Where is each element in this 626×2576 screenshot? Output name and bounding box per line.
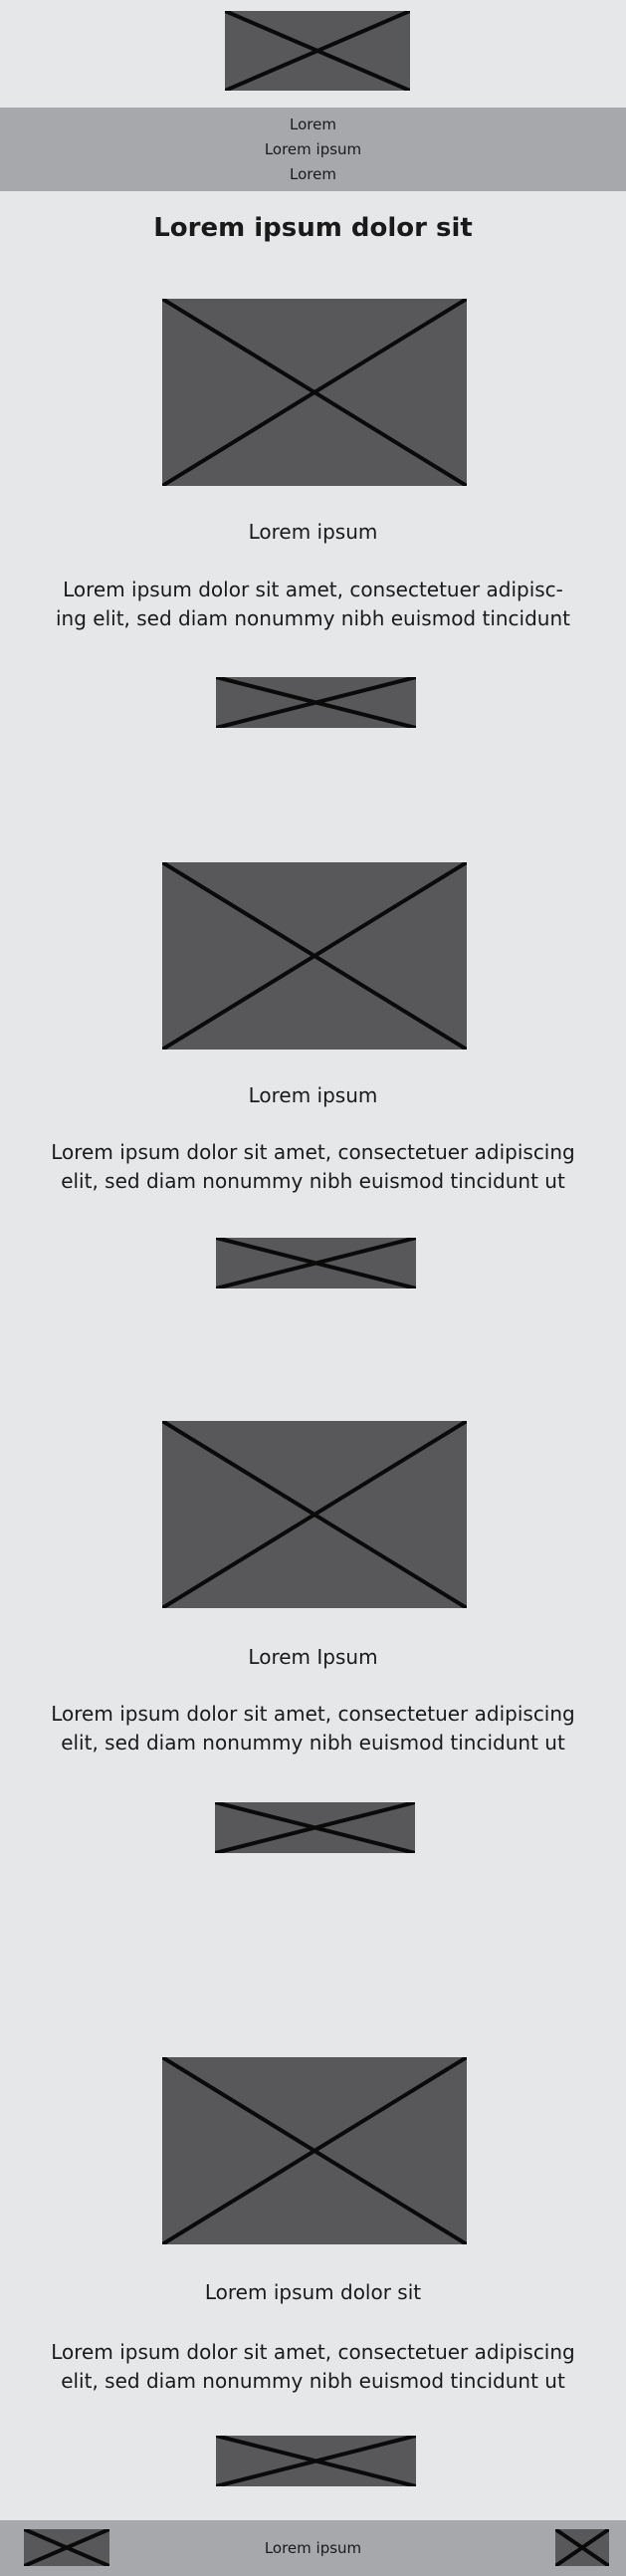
- button-placeholder-icon: [215, 1802, 415, 1853]
- image-placeholder-icon: [162, 1421, 467, 1608]
- image-placeholder-icon: [162, 862, 467, 1050]
- footer-right-icon-placeholder[interactable]: [555, 2529, 609, 2566]
- section-2-body-line-1: Lorem ipsum dolor sit amet, consectetuer…: [51, 1140, 575, 1164]
- section-3-image: [162, 1421, 467, 1608]
- footer-label[interactable]: Lorem ipsum: [264, 2539, 362, 2557]
- section-2-body-line-2: elit, sed diam nonummy nibh euismod tinc…: [61, 1169, 565, 1193]
- section-2-image: [162, 862, 467, 1050]
- section-1-body-line-2: ing elit, sed diam nonummy nibh euismod …: [55, 606, 570, 630]
- page-title: Lorem ipsum dolor sit: [153, 213, 473, 243]
- button-placeholder-icon: [216, 1238, 416, 1288]
- section-3-heading: Lorem Ipsum: [248, 1645, 378, 1669]
- button-placeholder-icon: [216, 2436, 416, 2486]
- section-1-heading: Lorem ipsum: [248, 520, 378, 544]
- section-2-button[interactable]: [216, 1238, 416, 1288]
- nav-item-3[interactable]: Lorem: [290, 165, 336, 183]
- footer-bar: Lorem ipsum: [0, 2520, 626, 2576]
- nav-item-1[interactable]: Lorem: [290, 116, 336, 133]
- section-2-heading: Lorem ipsum: [248, 1083, 378, 1107]
- nav-bar: Lorem Lorem ipsum Lorem: [0, 108, 626, 191]
- section-3-body-line-2: elit, sed diam nonummy nibh euismod tinc…: [61, 1731, 565, 1755]
- section-3-button[interactable]: [215, 1802, 415, 1853]
- section-4-image: [162, 2057, 467, 2244]
- image-placeholder-icon: [555, 2529, 609, 2566]
- section-4-body-line-1: Lorem ipsum dolor sit amet, consectetuer…: [51, 2340, 575, 2364]
- section-4-button[interactable]: [216, 2436, 416, 2486]
- image-placeholder-icon: [162, 2057, 467, 2244]
- nav-item-2[interactable]: Lorem ipsum: [264, 140, 362, 158]
- section-3-body-line-1: Lorem ipsum dolor sit amet, consectetuer…: [51, 1702, 575, 1726]
- header-logo-placeholder[interactable]: [225, 11, 410, 91]
- section-1-button[interactable]: [216, 677, 416, 728]
- section-4-body-line-2: elit, sed diam nonummy nibh euismod tinc…: [61, 2369, 565, 2393]
- image-placeholder-icon: [24, 2529, 109, 2566]
- section-1-body-line-1: Lorem ipsum dolor sit amet, consectetuer…: [63, 578, 563, 601]
- section-4-heading: Lorem ipsum dolor sit: [204, 2280, 422, 2304]
- image-placeholder-icon: [162, 299, 467, 486]
- footer-left-icon-placeholder[interactable]: [24, 2529, 109, 2566]
- button-placeholder-icon: [216, 677, 416, 728]
- image-placeholder-icon: [225, 11, 410, 91]
- section-1-image: [162, 299, 467, 486]
